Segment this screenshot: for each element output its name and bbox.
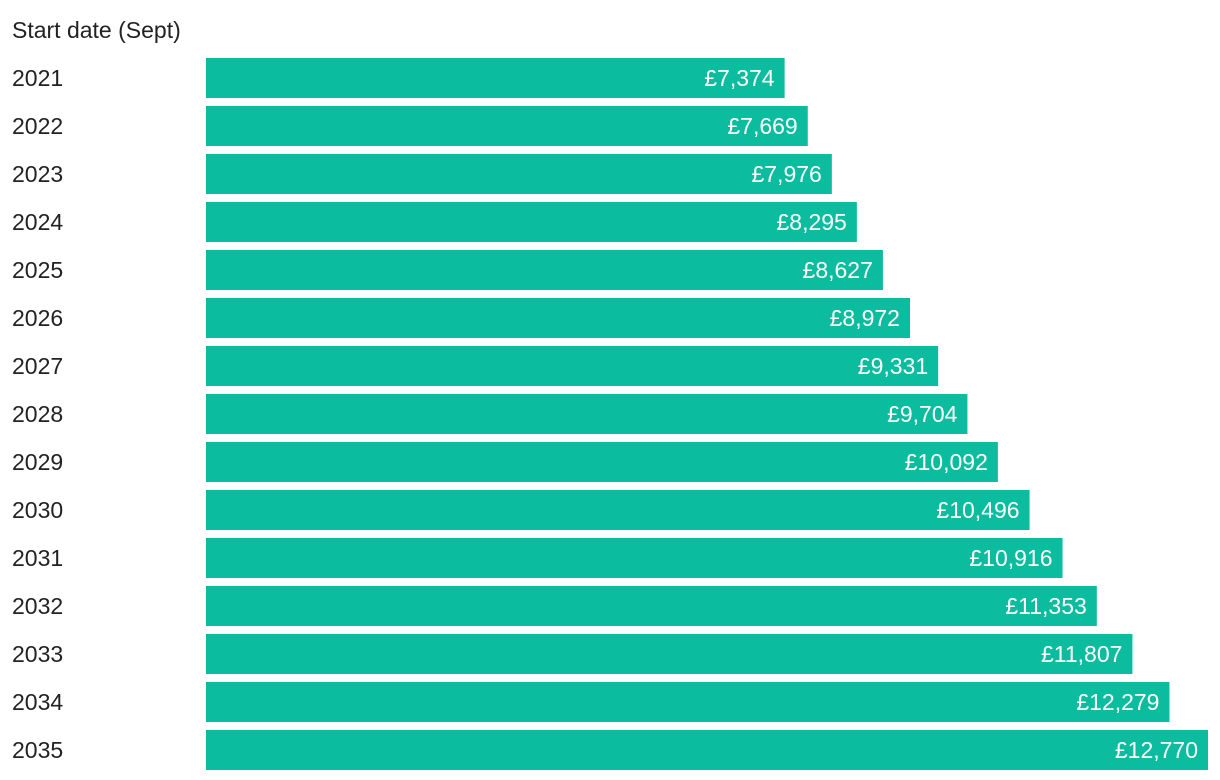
bar-value-label: £8,295 xyxy=(777,209,847,235)
bar-value-label: £9,331 xyxy=(858,353,928,379)
category-label: 2027 xyxy=(12,353,63,379)
bar xyxy=(206,58,785,98)
bar-value-label: £9,704 xyxy=(887,401,958,427)
bar xyxy=(206,298,910,338)
bar-value-label: £10,496 xyxy=(936,497,1019,523)
category-label: 2032 xyxy=(12,593,63,619)
category-label: 2021 xyxy=(12,65,63,91)
bar-value-label: £12,279 xyxy=(1076,689,1159,715)
bar xyxy=(206,634,1133,674)
category-header: Start date (Sept) xyxy=(12,17,181,43)
category-label: 2022 xyxy=(12,113,63,139)
category-label: 2025 xyxy=(12,257,63,283)
bar-value-label: £11,353 xyxy=(1005,593,1086,619)
bars-group: 2021 £7,374 2022 £7,669 2023 £7,976 2024 £8,295… xyxy=(12,58,1208,770)
bar xyxy=(206,730,1208,770)
bar xyxy=(206,442,998,482)
bar xyxy=(206,154,832,194)
bar-value-label: £8,627 xyxy=(803,257,873,283)
bar-value-label: £10,092 xyxy=(905,449,988,475)
bar-value-label: £7,374 xyxy=(704,65,775,91)
bar xyxy=(206,490,1030,530)
bar-value-label: £7,976 xyxy=(751,161,821,187)
category-label: 2029 xyxy=(12,449,63,475)
category-label: 2031 xyxy=(12,545,63,571)
category-label: 2034 xyxy=(12,689,63,715)
bar xyxy=(206,250,883,290)
bar xyxy=(206,538,1063,578)
bar xyxy=(206,346,939,386)
bar-value-label: £12,770 xyxy=(1115,737,1198,763)
category-label: 2024 xyxy=(12,209,63,235)
bar xyxy=(206,202,857,242)
category-label: 2028 xyxy=(12,401,63,427)
bar xyxy=(206,682,1170,722)
category-label: 2023 xyxy=(12,161,63,187)
category-label: 2033 xyxy=(12,641,63,667)
bar xyxy=(206,106,808,146)
bar-value-label: £11,807 xyxy=(1041,641,1122,667)
bar-value-label: £8,972 xyxy=(830,305,900,331)
bar-value-label: £7,669 xyxy=(727,113,797,139)
bar xyxy=(206,394,968,434)
category-label: 2035 xyxy=(12,737,63,763)
bar xyxy=(206,586,1097,626)
bar-value-label: £10,916 xyxy=(969,545,1052,571)
category-label: 2030 xyxy=(12,497,63,523)
category-label: 2026 xyxy=(12,305,63,331)
